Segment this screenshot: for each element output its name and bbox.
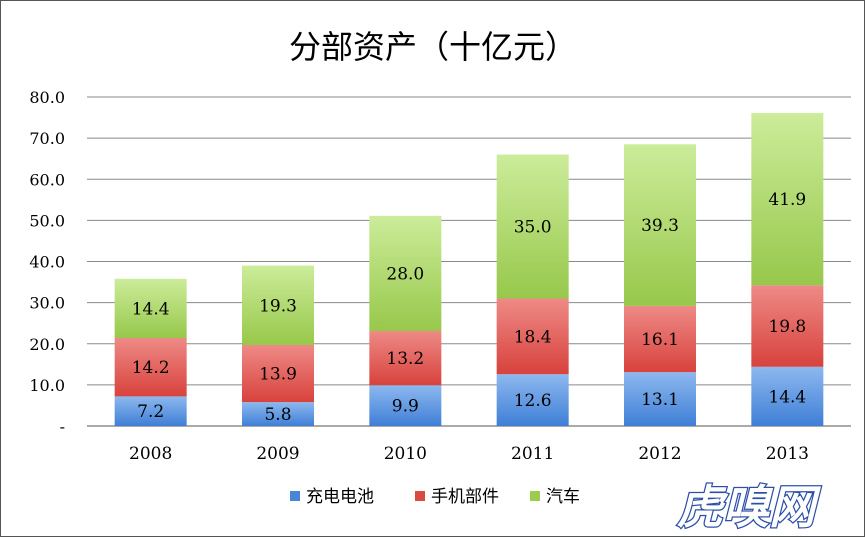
bar-segment (242, 402, 314, 426)
data-label: 41.9 (768, 190, 806, 210)
x-tick-label: 2010 (384, 444, 427, 464)
y-tick-label: 50.0 (29, 211, 65, 230)
bar-segment (369, 385, 442, 426)
legend-label: 充电电池 (306, 487, 374, 507)
data-label: 13.9 (259, 365, 297, 385)
y-tick-label: - (60, 417, 65, 436)
data-label: 12.6 (514, 391, 552, 411)
data-label: 13.2 (386, 349, 424, 369)
bar-segment (114, 396, 187, 426)
data-label: 19.8 (768, 317, 806, 337)
bar-segment (369, 331, 442, 386)
legend-label: 手机部件 (431, 487, 499, 507)
bar-segment (624, 305, 696, 373)
x-tick-label: 2008 (129, 444, 172, 464)
legend: 充电电池 手机部件 汽车 (290, 487, 580, 507)
bar-segment (751, 366, 824, 426)
bar-segment (242, 344, 314, 403)
bar-segment (242, 265, 314, 345)
y-tick-label: 20.0 (29, 335, 65, 354)
legend-label: 汽车 (546, 487, 580, 507)
legend-swatch (415, 491, 425, 501)
y-tick-label: 10.0 (29, 376, 65, 395)
y-tick-label: 60.0 (29, 170, 65, 189)
data-label: 9.9 (392, 397, 419, 417)
x-axis: 2008 2009 2010 2011 2012 2013 (129, 444, 809, 464)
data-label: 18.4 (514, 327, 552, 347)
x-tick-label: 2009 (256, 444, 299, 464)
bar-segment (496, 154, 569, 299)
y-axis: - 10.0 20.0 30.0 40.0 50.0 60.0 70.0 80.0 (29, 88, 65, 436)
x-tick-label: 2011 (511, 444, 554, 464)
bar-segment (369, 215, 442, 332)
x-tick-label: 2012 (638, 444, 681, 464)
bars: 7.2 14.2 14.4 5.8 13.9 19.3 9.9 13.2 28.0 12.6 18.… (114, 113, 824, 426)
data-label: 14.4 (132, 299, 170, 319)
data-label: 39.3 (641, 216, 679, 236)
legend-swatch (530, 491, 540, 501)
bar-segment (114, 337, 187, 397)
x-tick-label: 2013 (766, 444, 809, 464)
y-tick-label: 30.0 (29, 294, 65, 313)
y-tick-label: 80.0 (29, 88, 65, 107)
bar-segment (751, 285, 824, 367)
data-label: 5.8 (264, 405, 291, 425)
bar-segment (114, 278, 187, 338)
data-label: 16.1 (641, 330, 679, 350)
legend-swatch (290, 491, 300, 501)
bar-segment (496, 374, 569, 426)
bar-segment (751, 113, 824, 286)
y-tick-label: 70.0 (29, 129, 65, 148)
gridlines (87, 96, 851, 427)
bar-segment (624, 144, 696, 306)
bar-segment (496, 298, 569, 375)
data-label: 14.2 (132, 358, 170, 378)
watermark: 虎嗅网 (677, 480, 821, 534)
data-label: 14.4 (768, 387, 806, 407)
data-label: 13.1 (641, 390, 679, 410)
y-tick-label: 40.0 (29, 253, 65, 272)
data-label: 7.2 (137, 402, 164, 422)
data-label: 28.0 (386, 264, 424, 284)
bar-segment (624, 372, 696, 426)
data-label: 19.3 (259, 296, 297, 316)
chart-title: 分部资产（十亿元） (289, 28, 577, 66)
data-label: 35.0 (514, 218, 552, 238)
